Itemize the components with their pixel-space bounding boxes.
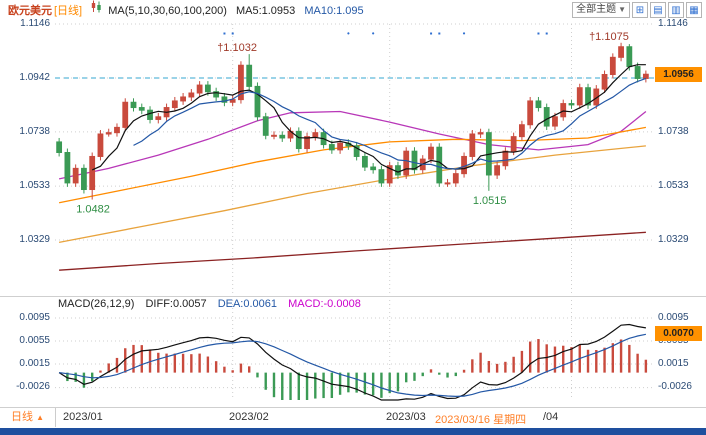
last-price-badge: 1.0956 [655, 67, 702, 82]
svg-text:▪: ▪ [438, 29, 441, 38]
theme-dropdown[interactable]: 全部主题 ▼ [572, 2, 630, 18]
month-label-partial: /04 [543, 411, 559, 423]
price-axis-label: 1.1146 [20, 18, 50, 29]
svg-text:▪: ▪ [231, 29, 234, 38]
price-axis-label: 1.0738 [19, 126, 50, 137]
svg-text:•: • [372, 29, 375, 38]
timebar-divider [0, 407, 706, 408]
svg-text:†1.1032: †1.1032 [217, 42, 257, 54]
panel-layout-1-icon: ▤ [653, 4, 663, 16]
period-tab-label: 日线 [11, 411, 33, 423]
toolbar: 欧元美元 [日线] MA(5,10,30,60,100,200) MA5:1.09… [0, 0, 706, 20]
chevron-down-icon: ▼ [618, 5, 626, 14]
price-axis-label: 1.1146 [658, 18, 688, 29]
panel-layout-2-icon: ▥ [671, 4, 681, 16]
triangle-up-icon: ▲ [36, 413, 44, 422]
macd-axis-label: 0.0015 [658, 358, 689, 369]
panel-layout-2-button[interactable]: ▥ [668, 2, 684, 18]
selected-date-label: 2023/03/16 星期四 [435, 414, 527, 426]
ma5-value: MA5:1.0953 [235, 4, 296, 17]
macd-dea-value: DEA:0.0061 [217, 298, 278, 310]
macd-axis-label: 0.0095 [658, 312, 689, 323]
panel-divider [0, 296, 706, 297]
macd-axis-label: 0.0095 [19, 312, 50, 323]
period-tab-daily[interactable]: 日线 ▲ [0, 408, 56, 427]
toolbar-controls: 全部主题 ▼ ⊞ ▤ ▥ ▦ [572, 2, 702, 18]
svg-text:†1.1075: †1.1075 [589, 31, 629, 43]
candlestick-icon [91, 0, 102, 20]
ma-settings-label: MA(5,10,30,60,100,200) [108, 4, 227, 17]
price-axis-label: 1.0329 [658, 234, 689, 245]
theme-dropdown-label: 全部主题 [576, 4, 617, 15]
macd-title: MACD(26,12,9) [58, 298, 135, 310]
macd-axis-label: 0.0055 [19, 335, 50, 346]
svg-text:▪: ▪ [545, 29, 548, 38]
panel-layout-1-button[interactable]: ▤ [650, 2, 666, 18]
bottom-strip [0, 428, 706, 435]
svg-text:•: • [347, 29, 350, 38]
svg-text:▪: ▪ [223, 29, 226, 38]
macd-axis-label: -0.0026 [658, 381, 692, 392]
svg-text:1.0482: 1.0482 [76, 204, 110, 216]
macd-diff-value: DIFF:0.0057 [145, 298, 207, 310]
grid-plus-icon: ⊞ [635, 4, 645, 16]
panel-layout-3-button[interactable]: ▦ [686, 2, 702, 18]
svg-text:▪: ▪ [430, 29, 433, 38]
macd-axis-label: 0.0015 [19, 358, 50, 369]
compare-grid-button[interactable]: ⊞ [632, 2, 648, 18]
svg-text:•: • [463, 29, 466, 38]
period-tag: [日线] [54, 4, 83, 17]
macd-badge: 0.0070 [655, 326, 702, 341]
price-axis-label: 1.0533 [658, 180, 689, 191]
month-label: 2023/02 [229, 411, 269, 423]
price-axis-label: 1.0942 [19, 72, 50, 83]
price-axis-label: 1.0533 [19, 180, 50, 191]
price-axis-label: 1.0738 [658, 126, 689, 137]
svg-text:1.0515: 1.0515 [473, 195, 507, 207]
symbol-name: 欧元美元 [8, 4, 52, 17]
macd-value: MACD:-0.0008 [288, 298, 361, 310]
time-axis: 日线 ▲ 2023/01 2023/02 2023/03 2023/03/16 … [0, 408, 706, 428]
price-axis-label: 1.0329 [19, 234, 50, 245]
month-label: 2023/01 [63, 411, 103, 423]
svg-text:▪: ▪ [537, 29, 540, 38]
panel-layout-3-icon: ▦ [689, 4, 699, 16]
month-label: 2023/03 [386, 411, 426, 423]
macd-header: MACD(26,12,9) DIFF:0.0057 DEA:0.0061 MAC… [58, 298, 361, 310]
ma10-value: MA10:1.095 [304, 4, 364, 17]
macd-axis-label: -0.0026 [16, 381, 50, 392]
